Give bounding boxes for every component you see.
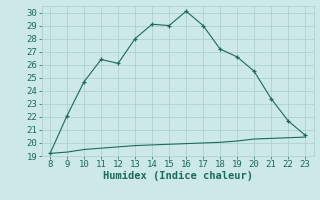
X-axis label: Humidex (Indice chaleur): Humidex (Indice chaleur): [103, 171, 252, 181]
